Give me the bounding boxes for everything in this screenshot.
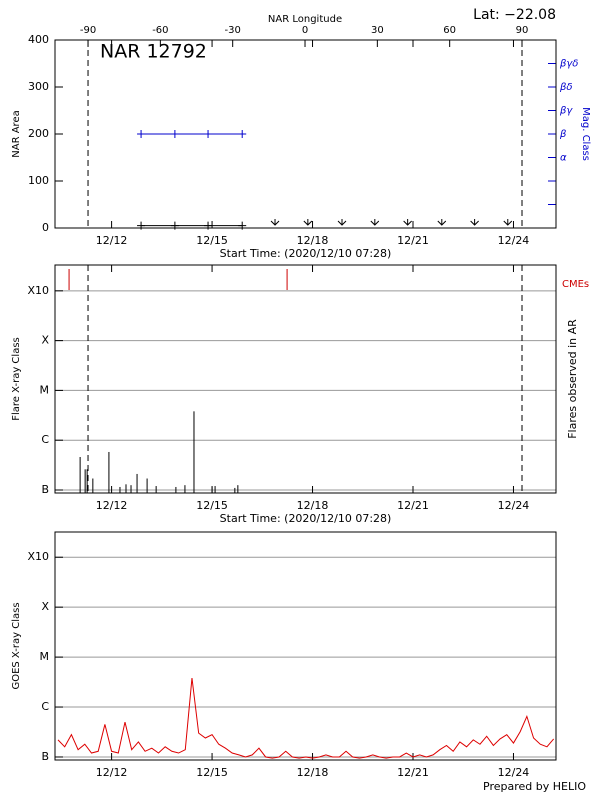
x-tick-label: 12/12: [96, 499, 128, 512]
x-tick-label: 12/15: [196, 234, 228, 247]
chart-title: NAR 12792: [100, 41, 207, 63]
y2-tick-label: βγ: [559, 106, 573, 117]
arrow-marker: [437, 219, 447, 226]
top-axis-title: NAR Longitude: [268, 14, 342, 25]
y-axis-title: GOES X-ray Class: [11, 602, 22, 689]
x-tick-label: 12/21: [397, 234, 429, 247]
arrow-marker: [270, 219, 280, 226]
top-tick-label: -90: [80, 25, 96, 36]
arrow-marker: [470, 219, 479, 226]
top-tick-label: -30: [225, 25, 241, 36]
point-marker: [204, 130, 213, 138]
x-tick-label: 12/24: [498, 499, 530, 512]
x-tick-label: 12/18: [297, 234, 329, 247]
arrow-marker: [370, 219, 380, 226]
y-tick-label: X10: [27, 550, 49, 563]
arrow-marker: [303, 219, 313, 226]
point-marker: [170, 130, 179, 138]
y-tick-label: C: [41, 700, 49, 713]
x-tick-label: 12/15: [196, 499, 228, 512]
y-tick-label: X: [41, 600, 49, 613]
annotation: Lat: −22.08: [473, 7, 556, 23]
y-tick-label: 300: [28, 80, 49, 93]
top-tick-label: 0: [302, 25, 308, 36]
x-tick-label: 12/15: [196, 766, 228, 779]
top-tick-label: 90: [516, 25, 529, 36]
plot-frame: [54, 39, 557, 229]
x-tick-label: 12/12: [96, 234, 128, 247]
x-tick-label: 12/21: [397, 766, 429, 779]
footer: Prepared by HELIO: [483, 780, 586, 793]
y-tick-label: 400: [28, 33, 49, 46]
plot-frame: [54, 531, 557, 761]
y-tick-label: M: [40, 650, 50, 663]
arrow-marker: [403, 219, 412, 226]
y-axis-title: Flare X-ray Class: [11, 337, 22, 421]
x-tick-label: 12/18: [297, 499, 329, 512]
y-tick-label: B: [41, 483, 49, 496]
plot-frame: [54, 264, 557, 494]
x-tick-label: 12/24: [498, 234, 530, 247]
point-marker: [137, 130, 146, 138]
goes-line: [57, 678, 555, 759]
y-tick-label: 200: [28, 127, 49, 140]
y-tick-label: C: [41, 433, 49, 446]
point-marker: [238, 130, 247, 138]
x-tick-label: 12/18: [297, 766, 329, 779]
x-axis-title: Start Time: (2020/12/10 07:28): [220, 512, 392, 525]
y-tick-label: 100: [28, 174, 49, 187]
arrow-marker: [337, 219, 347, 226]
x-tick-label: 12/24: [498, 766, 530, 779]
y-tick-label: M: [40, 383, 50, 396]
arrow-marker: [503, 219, 513, 226]
top-tick-label: 30: [371, 25, 384, 36]
y-tick-label: 0: [42, 221, 49, 234]
y-tick-label: X: [41, 334, 49, 347]
y2-tick-label: α: [560, 153, 567, 164]
y2-tick-label: β: [559, 129, 567, 140]
top-tick-label: -60: [152, 25, 168, 36]
x-tick-label: 12/21: [397, 499, 429, 512]
y-tick-label: B: [41, 750, 49, 763]
x-tick-label: 12/12: [96, 766, 128, 779]
top-tick-label: 60: [443, 25, 456, 36]
y2-tick-label: βγδ: [559, 59, 578, 70]
y2-tick-label: βδ: [559, 82, 573, 93]
y-tick-label: X10: [27, 284, 49, 297]
y2-axis-title: Flares observed in AR: [566, 319, 579, 439]
x-axis-title: Start Time: (2020/12/10 07:28): [220, 247, 392, 260]
y2-axis-title: Mag. Class: [580, 107, 591, 161]
y-axis-title: NAR Area: [11, 110, 22, 157]
cme-label: CMEs: [562, 279, 589, 290]
